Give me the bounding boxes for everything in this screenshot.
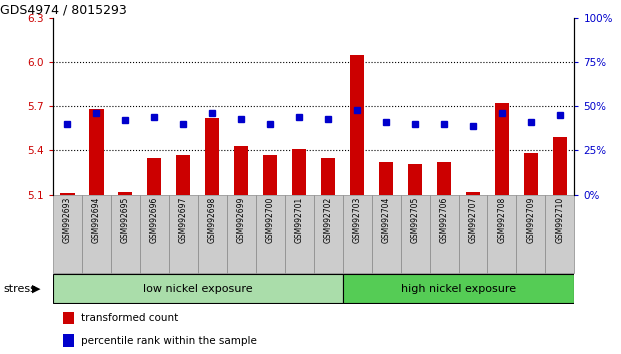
Text: GSM992702: GSM992702 <box>324 197 333 243</box>
Bar <box>553 137 567 195</box>
Bar <box>466 192 480 195</box>
Text: low nickel exposure: low nickel exposure <box>143 284 253 293</box>
Bar <box>176 155 191 195</box>
FancyBboxPatch shape <box>82 195 111 273</box>
Bar <box>234 146 248 195</box>
Text: GSM992701: GSM992701 <box>294 197 304 243</box>
FancyBboxPatch shape <box>458 195 487 273</box>
Bar <box>408 164 422 195</box>
Bar <box>292 149 306 195</box>
Bar <box>379 162 393 195</box>
Text: GDS4974 / 8015293: GDS4974 / 8015293 <box>0 4 127 17</box>
Bar <box>350 55 365 195</box>
Text: GSM992704: GSM992704 <box>381 197 391 244</box>
Text: GSM992700: GSM992700 <box>266 197 274 244</box>
FancyBboxPatch shape <box>517 195 545 273</box>
FancyBboxPatch shape <box>140 195 169 273</box>
FancyBboxPatch shape <box>63 312 74 324</box>
Bar <box>147 158 161 195</box>
Text: GSM992706: GSM992706 <box>440 197 448 244</box>
Text: ▶: ▶ <box>32 284 41 293</box>
Text: high nickel exposure: high nickel exposure <box>401 284 516 293</box>
FancyBboxPatch shape <box>197 195 227 273</box>
Text: GSM992694: GSM992694 <box>92 197 101 244</box>
FancyBboxPatch shape <box>545 195 574 273</box>
FancyBboxPatch shape <box>227 195 256 273</box>
FancyBboxPatch shape <box>430 195 458 273</box>
FancyBboxPatch shape <box>401 195 430 273</box>
Text: GSM992698: GSM992698 <box>207 197 217 243</box>
FancyBboxPatch shape <box>343 195 371 273</box>
Bar <box>524 153 538 195</box>
Bar <box>205 118 219 195</box>
Text: transformed count: transformed count <box>81 313 179 323</box>
Bar <box>437 162 451 195</box>
Text: GSM992703: GSM992703 <box>353 197 361 244</box>
FancyBboxPatch shape <box>314 195 343 273</box>
FancyBboxPatch shape <box>487 195 517 273</box>
Bar <box>118 192 132 195</box>
FancyBboxPatch shape <box>169 195 197 273</box>
Text: GSM992708: GSM992708 <box>497 197 507 243</box>
FancyBboxPatch shape <box>53 195 82 273</box>
Text: GSM992709: GSM992709 <box>527 197 535 244</box>
Bar <box>89 109 104 195</box>
Text: GSM992707: GSM992707 <box>468 197 478 244</box>
Text: GSM992705: GSM992705 <box>410 197 420 244</box>
Bar <box>60 193 75 195</box>
Text: GSM992695: GSM992695 <box>120 197 130 244</box>
Text: GSM992693: GSM992693 <box>63 197 72 244</box>
FancyBboxPatch shape <box>284 195 314 273</box>
Bar <box>495 103 509 195</box>
FancyBboxPatch shape <box>63 334 74 347</box>
Text: percentile rank within the sample: percentile rank within the sample <box>81 336 257 346</box>
Text: GSM992699: GSM992699 <box>237 197 246 244</box>
Bar <box>263 155 278 195</box>
Bar <box>321 158 335 195</box>
Text: GSM992710: GSM992710 <box>555 197 564 243</box>
FancyBboxPatch shape <box>343 274 574 303</box>
Text: GSM992696: GSM992696 <box>150 197 159 244</box>
Text: stress: stress <box>3 284 36 293</box>
Text: GSM992697: GSM992697 <box>179 197 188 244</box>
FancyBboxPatch shape <box>256 195 284 273</box>
FancyBboxPatch shape <box>53 274 343 303</box>
FancyBboxPatch shape <box>111 195 140 273</box>
FancyBboxPatch shape <box>371 195 401 273</box>
